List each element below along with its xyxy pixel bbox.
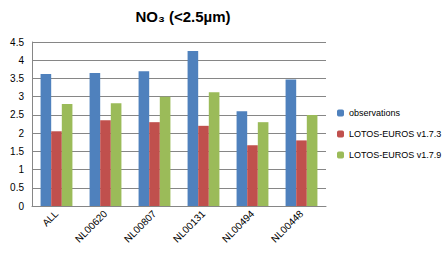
svg-text:ALL: ALL	[40, 208, 61, 229]
svg-text:1.5: 1.5	[10, 146, 24, 157]
svg-text:3.5: 3.5	[10, 73, 24, 84]
svg-text:4: 4	[18, 55, 24, 66]
svg-text:NL00494: NL00494	[220, 208, 257, 245]
svg-text:0.5: 0.5	[10, 182, 24, 193]
svg-text:NL00807: NL00807	[122, 208, 159, 245]
svg-text:NL00620: NL00620	[73, 208, 110, 245]
svg-text:observations: observations	[349, 108, 401, 118]
svg-text:4.5: 4.5	[10, 37, 24, 48]
svg-text:1: 1	[18, 164, 24, 175]
svg-text:2.5: 2.5	[10, 109, 24, 120]
svg-text:2: 2	[18, 128, 24, 139]
svg-text:LOTOS-EUROS v1.7.9: LOTOS-EUROS v1.7.9	[349, 150, 441, 160]
svg-text:NL00131: NL00131	[171, 208, 208, 245]
svg-text:NO₃ (<2.5µm): NO₃ (<2.5µm)	[135, 8, 230, 25]
svg-text:3: 3	[18, 91, 24, 102]
svg-text:0: 0	[18, 201, 24, 212]
svg-text:LOTOS-EUROS v1.7.3: LOTOS-EUROS v1.7.3	[349, 129, 441, 139]
svg-text:NL00448: NL00448	[269, 208, 306, 245]
